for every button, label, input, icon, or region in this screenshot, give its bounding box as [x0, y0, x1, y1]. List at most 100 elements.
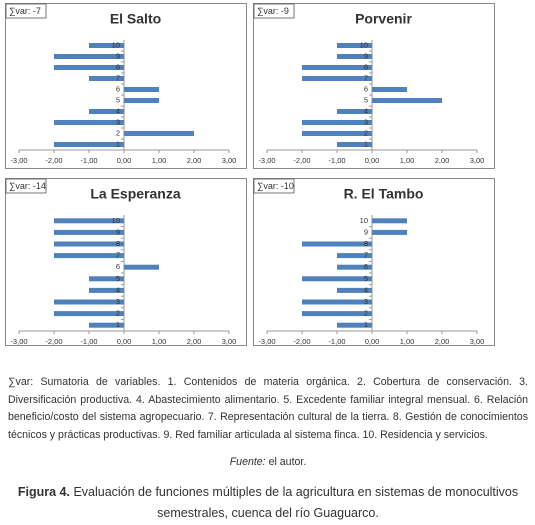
x-tick-label: 2,00 [187, 156, 202, 165]
bar [124, 87, 159, 92]
bar [302, 241, 372, 247]
y-tick-label: 6 [364, 84, 368, 93]
bar [372, 229, 407, 235]
y-tick-label: 5 [116, 95, 120, 104]
bar [124, 264, 159, 270]
y-tick-label: 9 [116, 227, 120, 236]
x-tick-label: 0,00 [365, 337, 380, 346]
x-tick-label: -3,00 [10, 156, 27, 165]
y-tick-label: 8 [364, 62, 368, 71]
bar [54, 120, 124, 125]
bar [302, 65, 372, 70]
y-tick-label: 1 [116, 320, 120, 329]
x-tick-label: -2,00 [293, 337, 310, 346]
annotation: ∑var: -14 [9, 181, 46, 191]
y-tick-label: 4 [364, 106, 368, 115]
chart-title: R. El Tambo [344, 186, 424, 202]
bar [337, 54, 372, 59]
bar [54, 311, 124, 317]
annotation-box [5, 3, 47, 19]
x-tick-label: 0,00 [117, 337, 132, 346]
y-tick-label: 10 [112, 216, 120, 225]
y-tick-label: 8 [364, 239, 368, 248]
bar [124, 131, 194, 136]
x-tick-label: -3,00 [10, 337, 27, 346]
bar [302, 276, 372, 282]
bar [372, 87, 407, 92]
bar [337, 322, 372, 328]
y-tick-label: 4 [116, 285, 120, 294]
x-tick-label: 3,00 [222, 156, 237, 165]
source-label: Fuente: [229, 456, 266, 468]
source-text: el autor. [268, 456, 307, 468]
bar [54, 253, 124, 259]
y-tick-label: 6 [116, 262, 120, 271]
annotation-box [5, 178, 47, 194]
x-tick-label: 3,00 [470, 337, 485, 346]
panel-frame [253, 3, 495, 169]
bar [54, 299, 124, 305]
bar [54, 218, 124, 224]
x-tick-label: 2,00 [187, 337, 202, 346]
annotation-box [253, 178, 295, 194]
x-tick-label: 2,00 [435, 156, 450, 165]
annotation: ∑var: -9 [257, 6, 289, 16]
bar [372, 218, 407, 224]
figure-caption: Figura 4. Evaluación de funciones múltip… [8, 482, 528, 524]
y-tick-label: 7 [364, 251, 368, 260]
x-tick-label: -2,00 [293, 156, 310, 165]
y-tick-label: 7 [116, 73, 120, 82]
chart-title: El Salto [110, 11, 161, 27]
bar [302, 76, 372, 81]
bar [372, 98, 442, 103]
bar [337, 142, 372, 147]
y-tick-label: 2 [116, 309, 120, 318]
figure-text: Evaluación de funciones múltiples de la … [73, 485, 519, 520]
x-tick-label: -1,00 [80, 156, 97, 165]
bar [337, 287, 372, 293]
y-tick-label: 10 [360, 216, 368, 225]
panel-frame [5, 178, 247, 346]
bar [337, 264, 372, 270]
bar [124, 98, 159, 103]
annotation: ∑var: -10 [257, 181, 294, 191]
bar [89, 276, 124, 282]
annotation-box [253, 3, 295, 19]
y-tick-label: 6 [116, 84, 120, 93]
bar [302, 311, 372, 317]
y-tick-label: 7 [116, 251, 120, 260]
source: Fuente: el autor. [8, 456, 528, 468]
bar [54, 229, 124, 235]
x-tick-label: 1,00 [400, 156, 415, 165]
panel-frame [253, 178, 495, 346]
legend-text: ∑var: Sumatoria de variables. 1. Conteni… [8, 376, 528, 441]
y-tick-label: 4 [364, 285, 368, 294]
bar [89, 109, 124, 114]
x-tick-label: -1,00 [80, 337, 97, 346]
charts: ∑var: -7 El Salto -3,00 -2,00 -1,00 0,00 1,00 2… [5, 3, 495, 346]
x-tick-label: -3,00 [258, 156, 275, 165]
bar [337, 109, 372, 114]
y-tick-label: 9 [116, 51, 120, 60]
figure-label: Figura 4. [17, 485, 70, 499]
y-tick-label: 3 [116, 117, 120, 126]
y-tick-label: 8 [116, 62, 120, 71]
x-tick-label: -3,00 [258, 337, 275, 346]
x-tick-label: -2,00 [45, 156, 62, 165]
x-tick-label: 1,00 [152, 156, 167, 165]
x-tick-label: 3,00 [222, 337, 237, 346]
x-tick-label: 1,00 [400, 337, 415, 346]
y-tick-label: 3 [364, 297, 368, 306]
y-tick-label: 2 [364, 128, 368, 137]
y-tick-label: 10 [360, 40, 368, 49]
bar [54, 65, 124, 70]
bar [337, 43, 372, 48]
annotation: ∑var: -7 [9, 6, 41, 16]
y-tick-label: 6 [364, 262, 368, 271]
y-tick-label: 1 [116, 139, 120, 148]
x-tick-label: 0,00 [117, 156, 132, 165]
bar [54, 241, 124, 247]
bar [302, 120, 372, 125]
bar [89, 76, 124, 81]
y-tick-label: 5 [364, 274, 368, 283]
